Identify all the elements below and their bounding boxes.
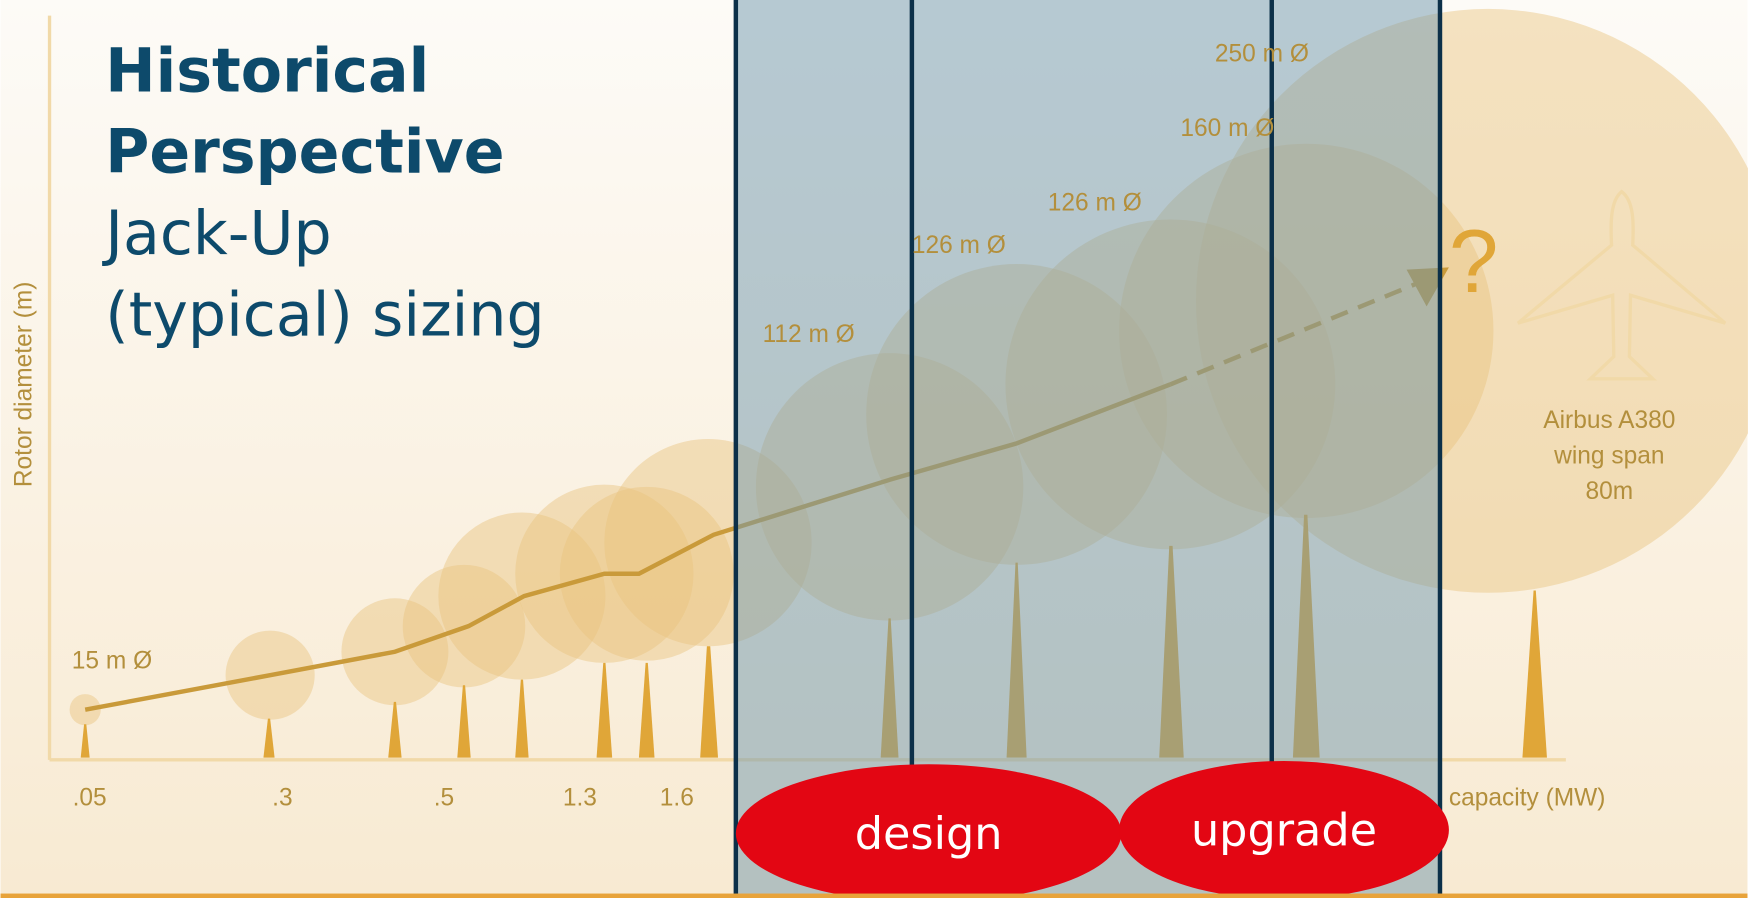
airplane xyxy=(1516,189,1727,381)
airbus-caption: Airbus A380 wing span 80m xyxy=(1543,407,1675,505)
airbus-line: 80m xyxy=(1585,478,1633,505)
question-mark: ? xyxy=(1449,211,1499,311)
x-label: .3 xyxy=(272,785,292,812)
diameter-label: 126 m Ø xyxy=(1048,190,1142,217)
subtitle: (typical) sizing xyxy=(105,280,544,350)
phase-overlay xyxy=(735,0,1440,898)
diameter-label: 126 m Ø xyxy=(912,232,1006,259)
upgrade-button[interactable] xyxy=(1119,760,1449,898)
subtitle: Jack-Up xyxy=(101,199,331,269)
phase-dividers xyxy=(733,0,1443,898)
title: Perspective xyxy=(105,118,504,188)
diameter-label: 15 m Ø xyxy=(72,647,152,674)
airbus-line: Airbus A380 xyxy=(1543,407,1675,434)
diameter-label: 250 m Ø xyxy=(1215,40,1309,67)
diameter-label: 112 m Ø xyxy=(763,321,855,348)
diameter-label: 160 m Ø xyxy=(1180,115,1274,142)
design-label[interactable]: design xyxy=(855,808,1003,860)
title: Historical xyxy=(105,36,429,106)
x-label: 1.3 xyxy=(563,785,597,812)
x-label: 1.6 xyxy=(660,785,694,812)
x-axis-label: capacity (MW) xyxy=(1449,785,1606,812)
x-label: .5 xyxy=(434,785,454,812)
upgrade-label[interactable]: upgrade xyxy=(1191,805,1377,857)
airbus-line: wing span xyxy=(1553,442,1664,469)
design-button[interactable] xyxy=(735,764,1122,898)
bottom-rule xyxy=(0,893,1748,898)
y-axis-label: Rotor diameter (m) xyxy=(11,282,38,488)
x-label: .05 xyxy=(73,785,107,812)
x-labels: .05 .3 .5 1.3 1.6 xyxy=(73,785,694,812)
